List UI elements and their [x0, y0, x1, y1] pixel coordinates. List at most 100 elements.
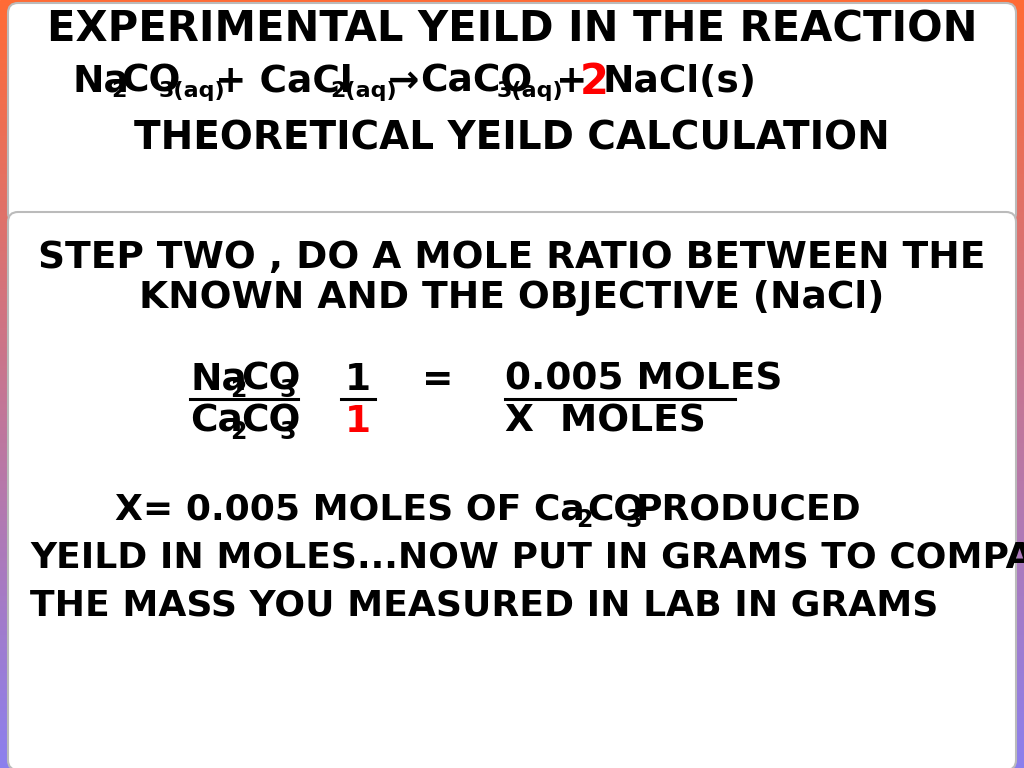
Bar: [0, 476, 1024, 478]
Bar: [0, 589, 1024, 591]
Bar: [0, 44, 1024, 46]
Text: + CaCl: + CaCl: [215, 64, 352, 100]
Bar: [0, 624, 1024, 627]
Bar: [0, 505, 1024, 507]
Bar: [0, 138, 1024, 141]
Bar: [0, 466, 1024, 468]
Bar: [0, 576, 1024, 578]
Bar: [0, 445, 1024, 448]
Bar: [0, 371, 1024, 374]
Bar: [0, 561, 1024, 563]
Bar: [0, 276, 1024, 279]
Bar: [0, 328, 1024, 330]
Bar: [0, 512, 1024, 515]
Bar: [0, 443, 1024, 445]
Bar: [0, 474, 1024, 476]
Bar: [0, 184, 1024, 187]
Bar: [0, 650, 1024, 653]
Bar: [0, 356, 1024, 359]
Bar: [0, 167, 1024, 169]
Bar: [0, 192, 1024, 194]
Bar: [0, 730, 1024, 732]
Bar: [0, 489, 1024, 492]
Bar: [0, 292, 1024, 294]
Bar: [0, 13, 1024, 15]
Bar: [0, 435, 1024, 438]
Bar: [0, 179, 1024, 182]
Bar: [0, 225, 1024, 228]
Bar: [0, 630, 1024, 632]
Bar: [0, 670, 1024, 674]
Text: 3: 3: [279, 420, 296, 444]
Bar: [0, 159, 1024, 161]
Bar: [0, 727, 1024, 730]
Bar: [0, 386, 1024, 389]
Bar: [0, 207, 1024, 210]
Text: +: +: [556, 64, 588, 100]
Bar: [0, 90, 1024, 92]
Bar: [0, 69, 1024, 71]
Bar: [0, 154, 1024, 156]
Bar: [0, 18, 1024, 21]
Bar: [0, 46, 1024, 48]
Bar: [0, 340, 1024, 343]
Bar: [0, 233, 1024, 236]
Bar: [0, 84, 1024, 87]
Bar: [0, 282, 1024, 284]
Bar: [0, 425, 1024, 428]
Bar: [0, 712, 1024, 714]
Bar: [0, 353, 1024, 356]
Bar: [0, 655, 1024, 658]
Bar: [0, 248, 1024, 251]
Bar: [0, 722, 1024, 724]
Bar: [0, 578, 1024, 581]
Bar: [0, 678, 1024, 681]
Bar: [0, 681, 1024, 684]
Bar: [0, 676, 1024, 678]
Bar: [0, 343, 1024, 346]
Bar: [0, 717, 1024, 720]
Bar: [0, 290, 1024, 292]
Bar: [0, 294, 1024, 297]
Text: 3(aq): 3(aq): [497, 81, 563, 101]
Bar: [0, 230, 1024, 233]
FancyBboxPatch shape: [8, 212, 1016, 768]
Bar: [0, 10, 1024, 13]
Bar: [0, 758, 1024, 760]
Bar: [0, 389, 1024, 392]
Bar: [0, 363, 1024, 366]
Bar: [0, 540, 1024, 543]
Bar: [0, 494, 1024, 497]
Text: 2: 2: [575, 508, 592, 532]
Bar: [0, 522, 1024, 525]
Bar: [0, 528, 1024, 530]
Bar: [0, 161, 1024, 164]
Bar: [0, 520, 1024, 522]
Bar: [0, 228, 1024, 230]
Bar: [0, 313, 1024, 315]
Text: NaCl(s): NaCl(s): [603, 64, 757, 100]
Text: YEILD IN MOLES...NOW PUT IN GRAMS TO COMPARE TO: YEILD IN MOLES...NOW PUT IN GRAMS TO COM…: [30, 541, 1024, 575]
Bar: [0, 745, 1024, 747]
Bar: [0, 686, 1024, 689]
Bar: [0, 653, 1024, 655]
Bar: [0, 468, 1024, 471]
Bar: [0, 279, 1024, 282]
Bar: [0, 484, 1024, 486]
Bar: [0, 382, 1024, 384]
Bar: [0, 697, 1024, 699]
Bar: [0, 637, 1024, 640]
Bar: [0, 240, 1024, 243]
Bar: [0, 359, 1024, 361]
Text: 1: 1: [345, 404, 371, 440]
Bar: [0, 647, 1024, 650]
Bar: [0, 315, 1024, 317]
Text: EXPERIMENTAL YEILD IN THE REACTION: EXPERIMENTAL YEILD IN THE REACTION: [47, 9, 977, 51]
Bar: [0, 753, 1024, 755]
Bar: [0, 735, 1024, 737]
Bar: [0, 509, 1024, 512]
Bar: [0, 300, 1024, 302]
Bar: [0, 74, 1024, 77]
Bar: [0, 131, 1024, 133]
Bar: [0, 54, 1024, 56]
